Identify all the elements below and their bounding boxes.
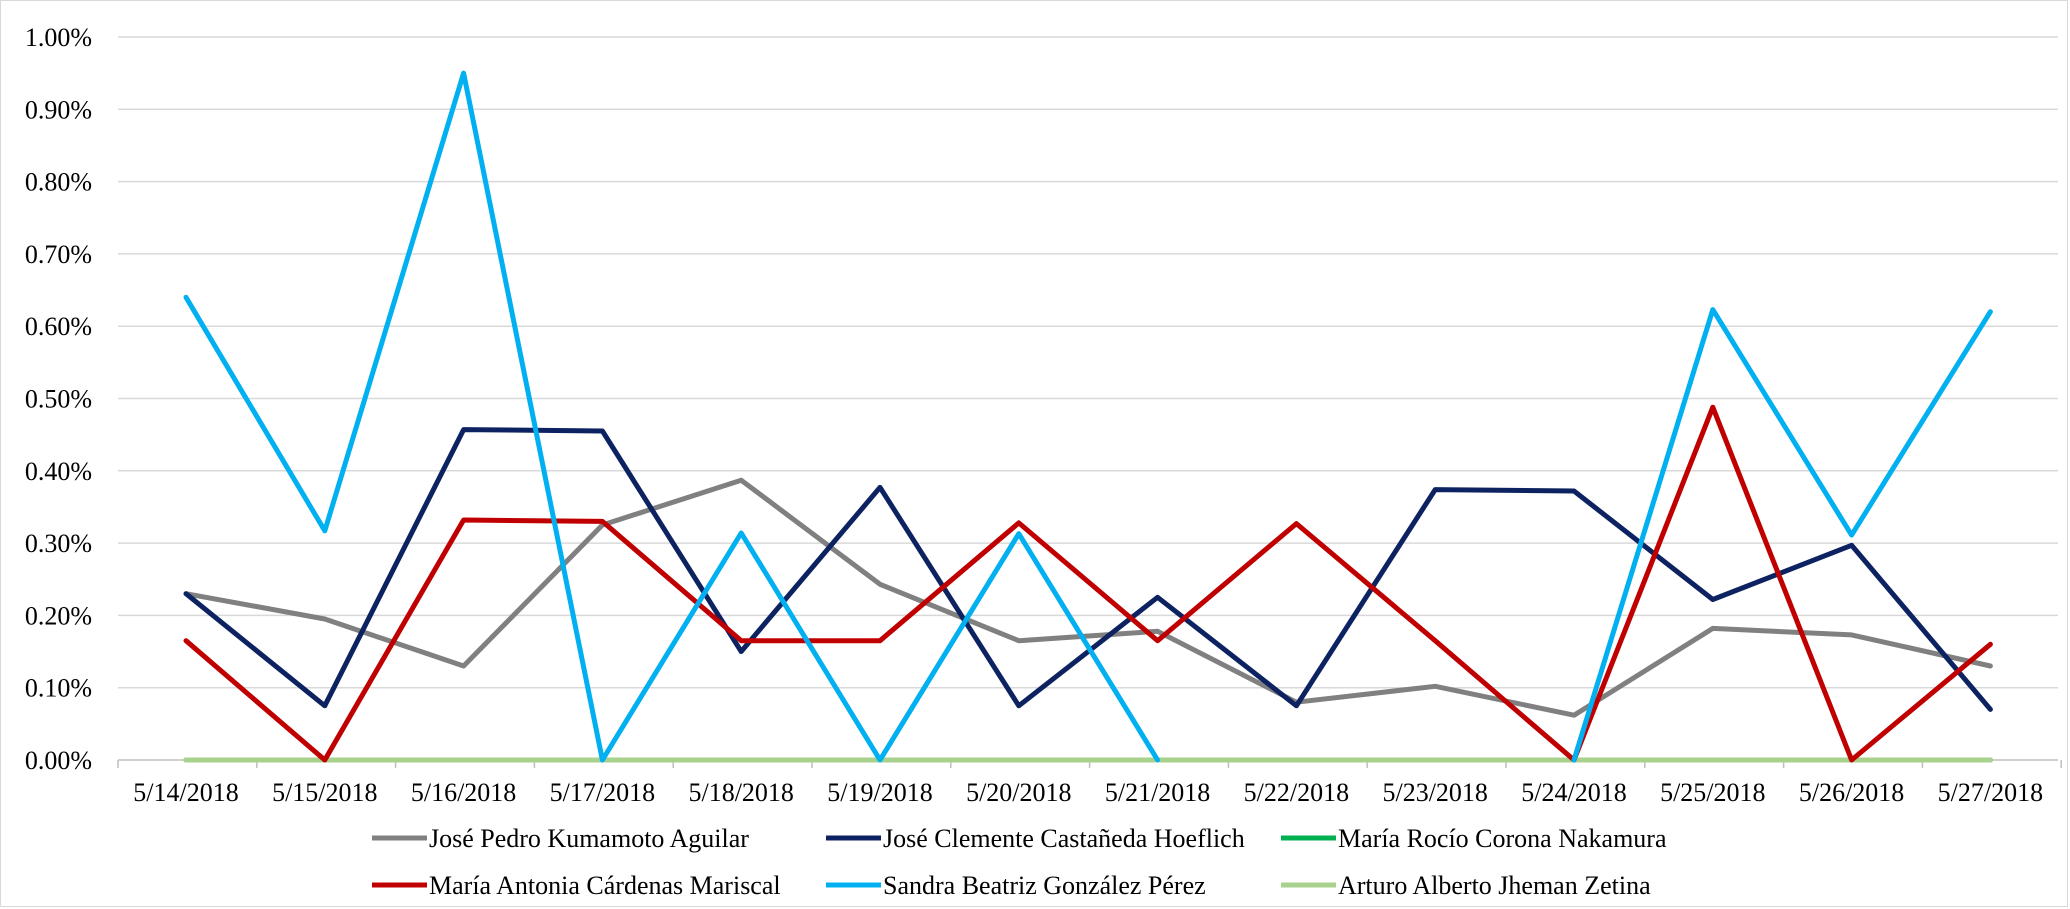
- y-tick-label: 0.50%: [25, 385, 92, 414]
- y-tick-label: 0.30%: [25, 529, 92, 558]
- series-line-4: [183, 404, 1993, 763]
- y-tick-label: 0.20%: [25, 601, 92, 630]
- y-tick-label: 0.10%: [25, 674, 92, 703]
- series-line-1: [183, 477, 1993, 718]
- x-tick-label: 5/16/2018: [411, 778, 516, 807]
- y-tick-label: 0.40%: [25, 457, 92, 486]
- y-tick-label: 0.70%: [25, 240, 92, 269]
- y-tick-label: 0.00%: [25, 746, 92, 775]
- x-tick-label: 5/24/2018: [1521, 778, 1626, 807]
- x-tick-label: 5/19/2018: [827, 778, 932, 807]
- legend-label: José Pedro Kumamoto Aguilar: [429, 824, 749, 853]
- x-tick-label: 5/18/2018: [688, 778, 793, 807]
- y-tick-label: 0.60%: [25, 312, 92, 341]
- legend-label: Arturo Alberto Jheman Zetina: [1338, 871, 1651, 900]
- x-tick-label: 5/21/2018: [1105, 778, 1210, 807]
- series-line-5: [183, 70, 1161, 763]
- x-tick-label: 5/27/2018: [1938, 778, 2043, 807]
- legend-label: María Antonia Cárdenas Mariscal: [429, 871, 781, 900]
- x-tick-label: 5/20/2018: [966, 778, 1071, 807]
- x-tick-label: 5/23/2018: [1382, 778, 1487, 807]
- x-tick-label: 5/22/2018: [1244, 778, 1349, 807]
- legend-label: José Clemente Castañeda Hoeflich: [883, 824, 1245, 853]
- x-tick-label: 5/14/2018: [133, 778, 238, 807]
- legend-label: María Rocío Corona Nakamura: [1338, 824, 1667, 853]
- y-tick-label: 1.00%: [25, 23, 92, 52]
- series-line-5: [1571, 307, 1993, 763]
- y-tick-label: 0.90%: [25, 95, 92, 124]
- x-tick-label: 5/17/2018: [550, 778, 655, 807]
- legend-label: Sandra Beatriz González Pérez: [883, 871, 1206, 900]
- x-tick-label: 5/25/2018: [1660, 778, 1765, 807]
- x-tick-label: 5/26/2018: [1799, 778, 1904, 807]
- series-line-2: [183, 427, 1993, 712]
- y-tick-label: 0.80%: [25, 168, 92, 197]
- x-tick-label: 5/15/2018: [272, 778, 377, 807]
